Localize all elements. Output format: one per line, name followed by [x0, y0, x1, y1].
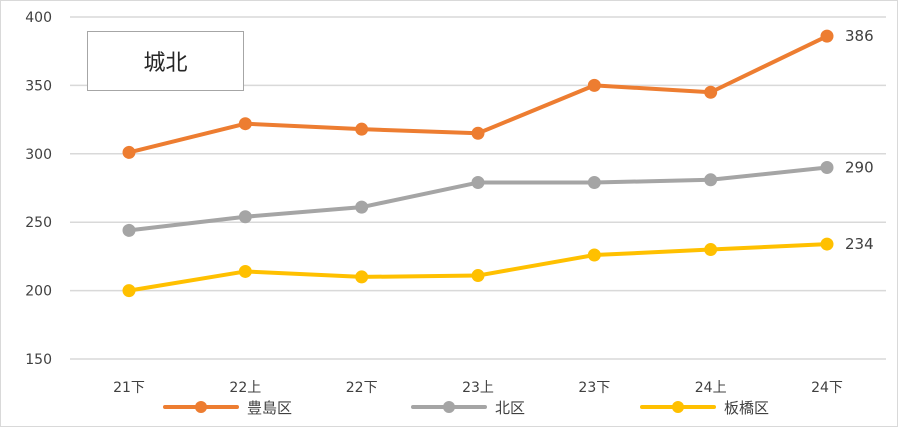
legend-marker-2	[443, 401, 455, 413]
series-2	[122, 160, 834, 237]
x-tick-label-5: 23下	[578, 380, 610, 396]
data-point-2-1	[122, 223, 136, 237]
data-point-1-3	[355, 122, 369, 136]
series-3	[122, 237, 834, 298]
x-tick-label-1: 21下	[113, 380, 145, 396]
legend-label-2: 北区	[495, 399, 525, 417]
x-tick-label-7: 24下	[811, 380, 843, 396]
data-point-3-3	[355, 270, 369, 284]
legend-item-2: 北区	[411, 399, 525, 417]
data-point-2-3	[355, 200, 369, 214]
data-point-3-7	[820, 237, 834, 251]
data-label-2: 290	[845, 158, 874, 176]
data-point-1-2	[238, 117, 252, 131]
data-point-1-4	[471, 126, 485, 140]
legend-marker-3	[672, 401, 684, 413]
series-1	[122, 29, 834, 159]
series-group	[122, 29, 834, 298]
legend-label-3: 板橋区	[724, 399, 769, 417]
x-axis-tick-labels: 21下 22上 22下 23上 23下 24上 24下	[113, 380, 843, 396]
legend-item-1: 豊島区	[163, 399, 292, 417]
data-point-2-6	[704, 173, 718, 187]
data-point-2-2	[238, 210, 252, 224]
x-tick-label-3: 22下	[346, 380, 378, 396]
y-tick-label-150: 150	[25, 352, 52, 368]
data-point-1-1	[122, 145, 136, 159]
chart-title: 城北	[143, 51, 188, 76]
y-tick-label-300: 300	[25, 147, 52, 163]
y-tick-label-200: 200	[25, 284, 52, 300]
data-point-3-4	[471, 269, 485, 283]
data-point-3-6	[704, 243, 718, 257]
data-point-3-1	[122, 284, 136, 298]
legend: 豊島区 北区 板橋区	[163, 399, 769, 417]
data-point-1-5	[587, 78, 601, 92]
y-tick-label-350: 350	[25, 78, 52, 94]
y-tick-label-250: 250	[25, 215, 52, 231]
legend-item-3: 板橋区	[640, 399, 769, 417]
data-point-2-5	[587, 176, 601, 190]
x-tick-label-2: 22上	[229, 380, 261, 396]
data-labels: 386 290 234	[845, 27, 874, 253]
data-point-1-7	[820, 29, 834, 43]
data-label-3: 234	[845, 235, 874, 253]
y-tick-label-400: 400	[25, 10, 52, 26]
legend-marker-1	[195, 401, 207, 413]
data-point-3-5	[587, 248, 601, 262]
series-line-3	[127, 242, 829, 293]
data-point-3-2	[238, 264, 252, 278]
data-label-1: 386	[845, 27, 874, 45]
x-tick-label-6: 24上	[695, 380, 727, 396]
data-point-2-4	[471, 176, 485, 190]
data-point-2-7	[820, 160, 834, 174]
legend-label-1: 豊島区	[247, 399, 292, 417]
chart-title-box: 城北	[87, 31, 244, 91]
data-point-1-6	[704, 85, 718, 99]
y-axis-tick-labels: 150 200 250 300 350 400	[25, 10, 52, 368]
x-tick-label-4: 23上	[462, 380, 494, 396]
